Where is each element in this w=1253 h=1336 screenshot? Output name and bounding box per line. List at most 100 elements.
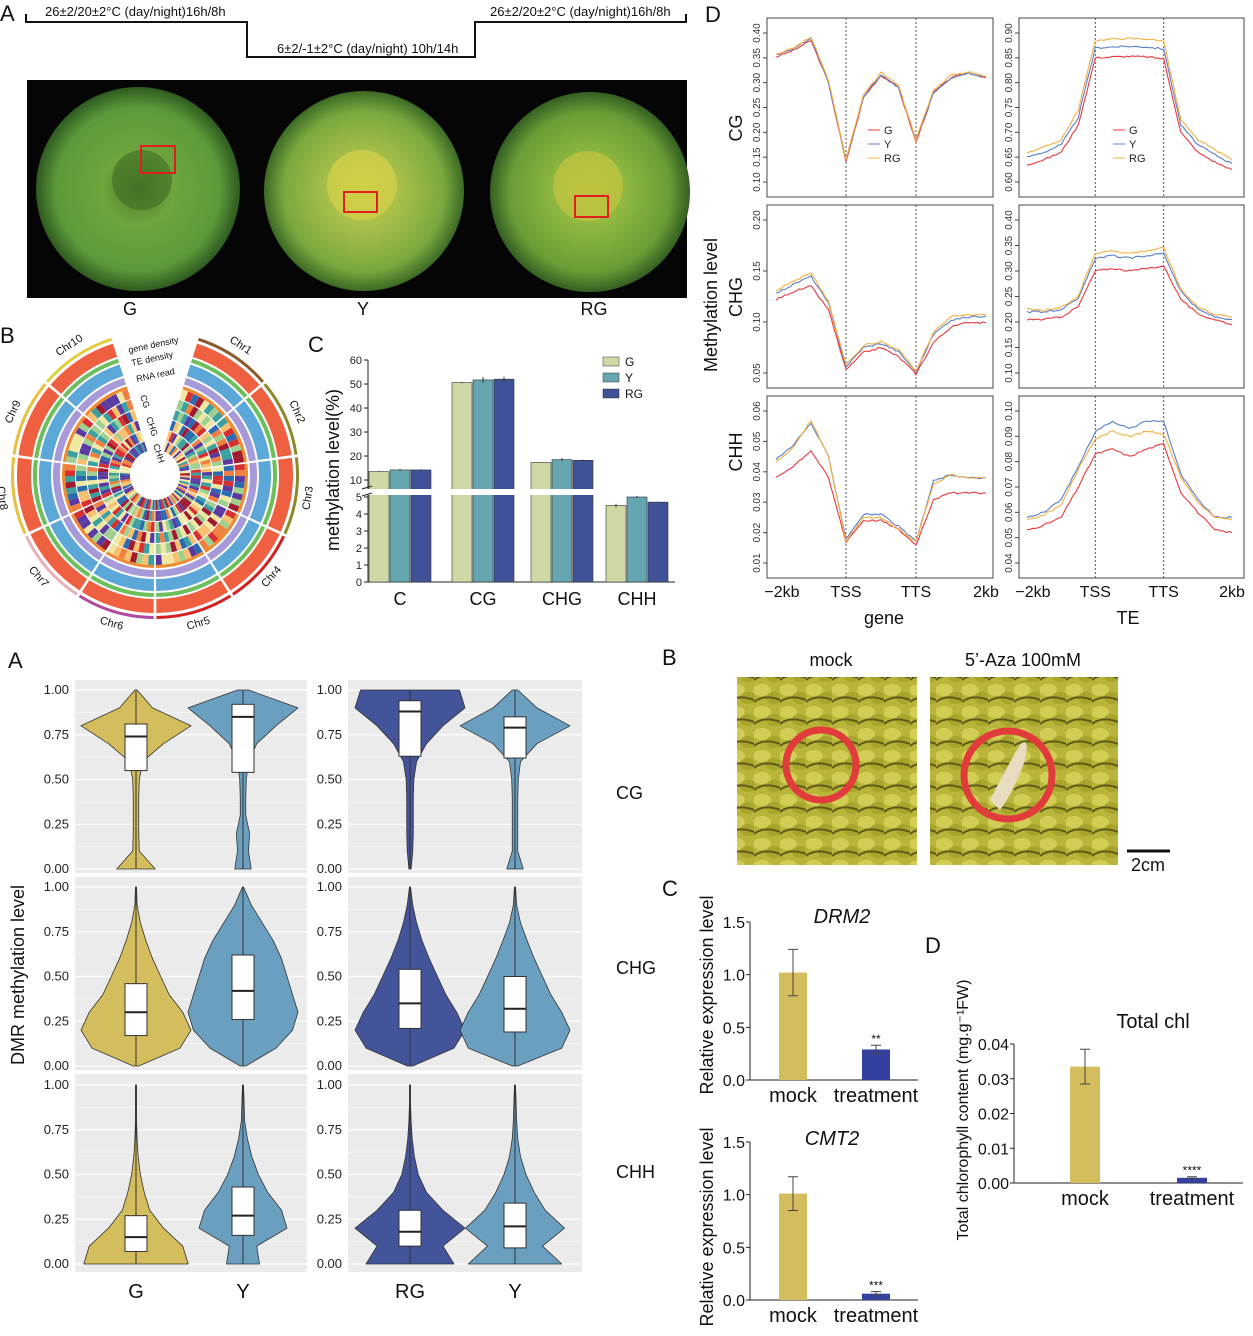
legend-label: G [1129,125,1138,137]
box [398,1209,422,1247]
rna-read-track [62,515,104,561]
profile-line-g [775,450,987,546]
methylation-heatmap-cell [130,422,138,433]
methylation-heatmap-cell [170,447,179,457]
methylation-heatmap-cell [183,535,193,548]
methylation-heatmap-cell [179,478,190,483]
methylation-heatmap-cell [103,513,115,524]
panel-label: C [308,332,324,357]
y-tick-label: 0.25 [44,1013,69,1028]
methylation-heatmap-cell [99,523,110,535]
top-panel-c: C methylation level(%) 10 20 30 40 50 60 0 1 2 3 4… [308,332,677,609]
methylation-heatmap-cell [76,485,88,493]
methylation-heatmap-cell [125,411,134,423]
methylation-heatmap-cell [224,509,237,520]
methylation-heatmap-cell [110,462,121,468]
panel-label: B [662,645,677,670]
methylation-heatmap-cell [91,495,103,503]
methylation-heatmap-cell [185,492,196,501]
methylation-heatmap-cell [190,475,201,479]
y-tick-label: 0.25 [44,1211,69,1226]
y-tick-label: 0.60 [1004,172,1015,192]
methylation-heatmap-cell [211,483,223,490]
gene-density-track [222,528,280,591]
legend-label: RG [884,153,901,165]
methylation-heatmap-cell [68,444,80,453]
rna-read-track [235,400,270,461]
bar [493,378,515,583]
plot-frame [766,395,994,579]
methylation-heatmap-cell [98,482,110,488]
plant-photo-y [264,91,464,291]
methylation-heatmap-cell [111,434,122,445]
chromosome-ideogram [24,535,78,596]
x-tick-label: CG [470,589,497,609]
rna-read-track [67,364,124,408]
methylation-heatmap-cell [109,469,120,473]
box [398,700,422,757]
y-tick-label: 0.25 [317,1013,342,1028]
methylation-heatmap-cell [125,454,135,462]
methylation-heatmap-cell [105,396,116,409]
methylation-heatmap-cell [100,510,112,520]
methylation-heatmap-cell [182,445,193,454]
methylation-heatmap-cell [120,473,131,476]
y-tick-label: 50 [350,379,362,391]
y-tick-label: 0.10 [1004,401,1015,421]
y-tick-label: 0.25 [1004,286,1015,306]
profile-line-rg [775,272,987,372]
x-tick-label: 2kb [973,584,999,601]
plot-frame [766,204,994,389]
methylation-heatmap-cell [168,432,175,443]
methylation-heatmap-cell [127,490,137,499]
methylation-heatmap-cell [179,389,189,401]
methylation-heatmap-cell [165,431,172,442]
methylation-heatmap-cell [191,438,202,448]
methylation-heatmap-cell [198,538,210,551]
methylation-heatmap-cell [190,480,201,485]
gene-density-track [192,343,260,394]
methylation-heatmap-cell [139,442,146,453]
methylation-heatmap-cell [206,516,218,527]
methylation-heatmap-cell [179,470,190,474]
methylation-ring [71,513,106,553]
y-tick-label: 0.01 [978,1141,1009,1158]
methylation-heatmap-cell [187,487,199,494]
methylation-heatmap-cell [142,509,148,520]
methylation-heatmap-cell [91,447,103,456]
rna-read-track [54,409,82,462]
methylation-heatmap-cell [110,459,122,466]
methylation-heatmap-cell [76,475,87,482]
methylation-heatmap-cell [155,499,158,510]
rna-read-track [39,460,61,523]
methylation-heatmap-cell [223,475,234,482]
methylation-heatmap-cell [135,444,143,455]
methylation-heatmap-cell [70,438,82,448]
methylation-heatmap-cell [128,516,136,528]
methylation-heatmap-cell [155,521,160,532]
error-bar [871,1044,881,1055]
methylation-heatmap-cell [165,520,171,531]
methylation-heatmap-cell [225,432,238,443]
bar [572,460,594,583]
x-tick-label: CHH [618,589,657,609]
methylation-heatmap-cell [66,486,77,495]
methylation-heatmap-cell [203,403,215,415]
methylation-heatmap-cell [179,473,190,476]
methylation-heatmap-cell [127,527,135,539]
methylation-heatmap-cell [211,411,224,423]
methylation-heatmap-cell [107,530,118,542]
methylation-heatmap-cell [132,493,140,503]
methylation-heatmap-cell [180,498,190,508]
chromosome-ideogram [12,383,47,455]
y-tick-label: 4 [356,509,362,521]
te-density-track [262,459,277,526]
methylation-heatmap-cell [137,443,145,454]
methylation-heatmap-cell [166,553,175,565]
methylation-heatmap-cell [125,399,134,411]
methylation-heatmap-cell [131,529,139,541]
methylation-heatmap-cell [143,543,150,554]
methylation-heatmap-cell [155,532,161,543]
methylation-heatmap-cell [131,517,139,529]
y-tick-label: 20 [350,451,362,463]
